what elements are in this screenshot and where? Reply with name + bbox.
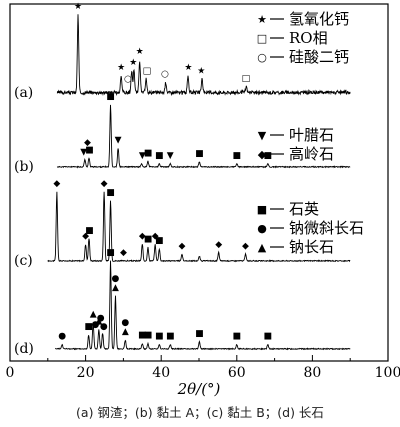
phase-marker: ▲ — [95, 317, 102, 327]
legend-label: 钠微斜长石 — [289, 219, 364, 237]
phase-marker: ◆ — [101, 179, 108, 189]
phase-marker: ■ — [195, 329, 204, 339]
phase-marker: ◆ — [84, 138, 91, 148]
phase-marker: ■ — [155, 332, 164, 342]
phase-marker: ■ — [84, 322, 93, 332]
phase-marker: ■ — [106, 92, 115, 102]
phase-marker: ■ — [144, 148, 153, 158]
phase-marker: ◆ — [120, 248, 127, 258]
phase-marker: ▼ — [167, 151, 174, 161]
phase-marker: ● — [97, 313, 105, 323]
x-tick-label: 80 — [303, 365, 321, 381]
phase-marker: ◆ — [215, 240, 222, 250]
phase-marker: ◆ — [179, 241, 186, 251]
legend-symbol: ▼ — [258, 129, 267, 142]
legend-symbol: ● — [257, 222, 267, 235]
phase-marker: ▼ — [115, 135, 122, 145]
phase-marker: ★ — [129, 58, 137, 68]
phase-marker: ◆ — [152, 232, 159, 242]
x-axis-title: 2θ/(°) — [177, 380, 221, 398]
phase-marker: ■ — [138, 331, 147, 341]
phase-marker: ■ — [166, 332, 175, 342]
phase-marker: ▲ — [122, 327, 129, 337]
phase-marker: ★ — [117, 63, 125, 73]
x-tick-label: 100 — [375, 365, 400, 381]
phase-marker: ★ — [184, 63, 192, 73]
phase-marker: ▲ — [90, 310, 97, 320]
panel-labels: (a) (b) (c) (d) — [14, 85, 34, 357]
phase-marker: ● — [112, 274, 120, 284]
legend-label: 氢氧化钙 — [289, 10, 349, 28]
phase-marker: ▼ — [80, 147, 87, 157]
phase-marker: ■ — [106, 188, 115, 198]
legend-label: 石英 — [289, 200, 319, 218]
xrd-trace-3 — [47, 191, 351, 263]
panel-label: (d) — [14, 341, 34, 357]
phase-marker: ★ — [197, 67, 205, 77]
xrd-trace-2 — [56, 104, 351, 169]
phase-marker: □ — [242, 74, 251, 84]
phase-marker: ■ — [144, 331, 153, 341]
legend-symbol: ○ — [257, 51, 267, 64]
phase-marker: ★ — [136, 47, 144, 57]
phase-marker: ● — [58, 332, 66, 342]
x-tick-label: 20 — [77, 365, 95, 381]
legend-symbol: □ — [257, 32, 267, 45]
xrd-traces — [47, 14, 351, 351]
phase-marker: ■ — [155, 151, 164, 161]
phase-marker: ● — [121, 318, 129, 328]
legend-label: 高岭石 — [289, 145, 334, 163]
phase-marker: ▼ — [139, 151, 146, 161]
xrd-trace-1 — [56, 14, 351, 97]
phase-marker: ■ — [233, 151, 242, 161]
panel-label: (b) — [14, 159, 34, 175]
phase-marker: ◆ — [53, 179, 60, 189]
legend-symbol: ■ — [257, 203, 267, 216]
phase-marker: □ — [143, 67, 152, 77]
panel-label: (c) — [14, 253, 33, 269]
phase-marker: ● — [91, 320, 99, 330]
x-tick-label: 0 — [6, 365, 15, 381]
x-tick-label: 60 — [228, 365, 246, 381]
phase-marker: ■ — [195, 149, 204, 159]
legend-label: RO相 — [289, 29, 328, 47]
phase-marker: ■ — [233, 332, 242, 342]
phase-marker: ■ — [85, 226, 94, 236]
legend: ★ 氢氧化钙 □ RO相 ○ 硅酸二钙 ▼ 叶腊石 ◆ 高岭石 ■ 石英 ● 钠微斜长石 ▲ 钠长石 — [257, 10, 364, 256]
phase-marker: ◆ — [82, 232, 89, 242]
phase-marker: ■ — [144, 235, 153, 245]
legend-label: 硅酸二钙 — [289, 48, 349, 66]
phase-marker: ○ — [124, 75, 132, 85]
phase-marker: ◆ — [139, 232, 146, 242]
x-axis: 0 20 40 60 80 100 2θ/(°) — [6, 355, 400, 398]
legend-symbol: ▲ — [258, 241, 267, 254]
phase-marker: ■ — [155, 236, 164, 246]
phase-marker: ■ — [264, 332, 273, 342]
phase-marker: ■ — [85, 145, 94, 155]
phase-marker: ■ — [264, 151, 273, 161]
legend-symbol: ◆ — [258, 148, 267, 161]
legend-label: 叶腊石 — [289, 126, 334, 144]
phase-marker: ◆ — [242, 241, 249, 251]
legend-symbol: ★ — [257, 13, 267, 26]
xrd-trace-4 — [54, 260, 351, 351]
panel-label: (a) — [14, 85, 33, 101]
phase-marker: ● — [100, 322, 108, 332]
x-tick-label: 40 — [152, 365, 170, 381]
phase-marker: ▲ — [112, 283, 119, 293]
phase-marker: ★ — [74, 2, 82, 12]
figure-caption: (a) 钢渣；(b) 黏土 A；(c) 黏土 B；(d) 长石 — [76, 405, 324, 420]
phase-markers: ★★○★★□ ○★ ★□▼■■▼▼■ ■ ▼ ■ ■ ■◆◆◆■◆■◆◆■ ◆■◆ ◆ ◆●■▲●▲… — [53, 2, 272, 342]
phase-marker: ■ — [106, 248, 115, 258]
legend-label: 钠长石 — [289, 238, 334, 256]
phase-marker: ○ — [161, 70, 169, 80]
